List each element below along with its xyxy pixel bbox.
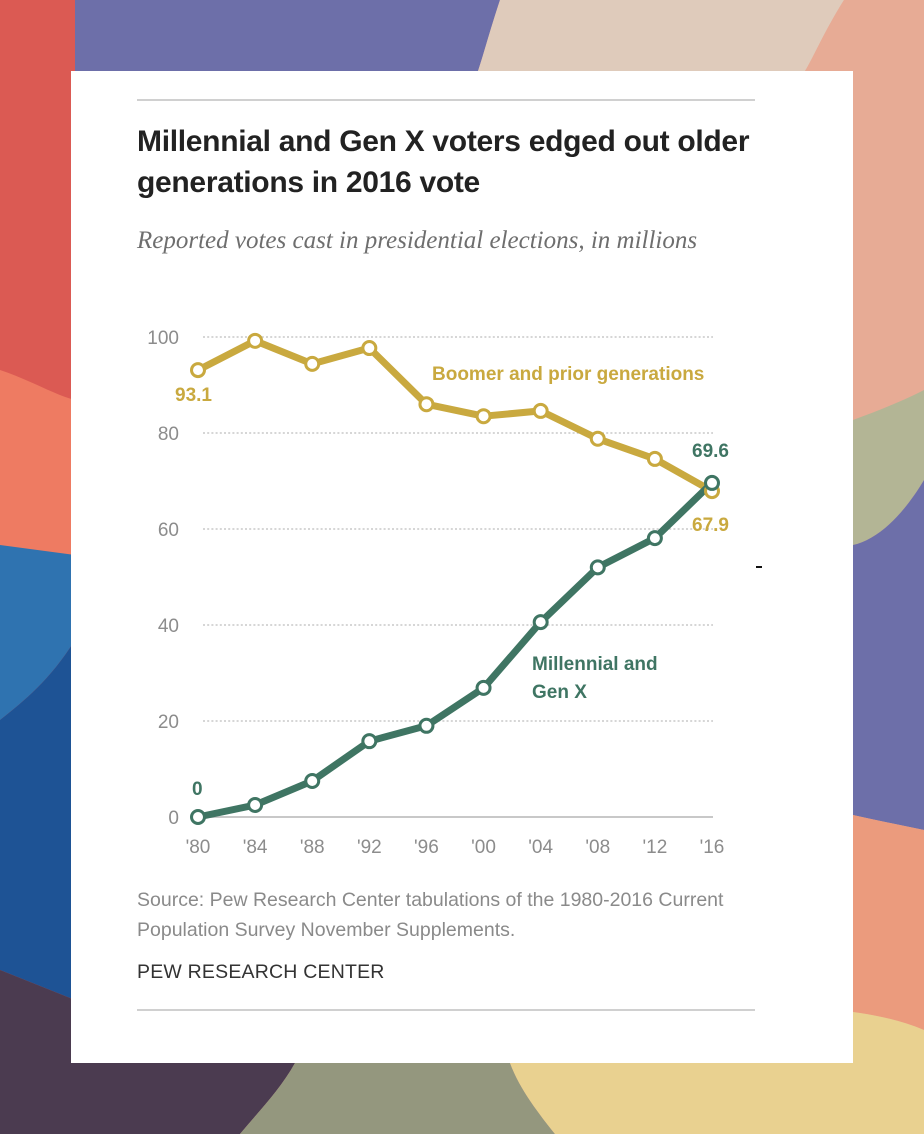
y-tick-label: 60 <box>158 520 179 541</box>
brand-label: PEW RESEARCH CENTER <box>137 961 385 983</box>
chart-card: Millennial and Gen X voters edged out ol… <box>71 71 853 1063</box>
boomer-point <box>247 332 264 349</box>
bottom-rule <box>137 1009 755 1011</box>
millennial-point <box>304 773 321 789</box>
boomer-point <box>190 362 206 379</box>
millennial-point <box>532 614 549 631</box>
y-tick-label: 0 <box>168 808 179 829</box>
x-tick-label: '16 <box>700 837 725 858</box>
y-tick-label: 40 <box>158 616 179 637</box>
y-axis-ticks: 0 20 40 60 80 100 <box>147 328 179 829</box>
y-tick-label: 20 <box>158 712 179 733</box>
boomer-point <box>589 430 606 447</box>
boomer-point <box>532 402 549 419</box>
series-points <box>190 332 720 825</box>
boomer-point <box>361 340 378 357</box>
chart-subtitle: Reported votes cast in presidential elec… <box>137 227 698 254</box>
millennial-point <box>589 559 606 576</box>
chart-title: Millennial and Gen X voters edged out ol… <box>137 125 750 199</box>
x-tick-label: '92 <box>357 837 382 858</box>
x-tick-label: '88 <box>300 837 325 858</box>
boomer-point <box>304 355 321 372</box>
x-tick-label: '08 <box>585 837 610 858</box>
millennial-point <box>247 797 264 813</box>
y-tick-label: 80 <box>158 424 179 445</box>
millennial-point <box>475 679 492 696</box>
millennial-series-label-line1: Millennial and <box>532 654 658 675</box>
boomer-start-value-label: 93.1 <box>175 385 212 406</box>
x-tick-label: '04 <box>528 837 553 858</box>
boomer-line <box>194 337 716 495</box>
series-lines <box>194 337 716 821</box>
y-tick-label: 100 <box>147 328 179 349</box>
top-rule <box>137 99 755 101</box>
boomer-series-label: Boomer and prior generations <box>432 364 704 385</box>
boomer-point <box>418 396 435 413</box>
millennial-point <box>704 474 720 491</box>
x-tick-label: '84 <box>243 837 268 858</box>
millennial-point <box>190 809 206 825</box>
millennial-point <box>646 530 663 547</box>
stray-mark <box>756 566 762 568</box>
x-tick-label: '00 <box>471 837 496 858</box>
boomer-point <box>475 408 492 425</box>
boomer-point <box>646 450 663 467</box>
x-tick-label: '96 <box>414 837 439 858</box>
millennial-line <box>194 479 716 821</box>
millennial-point <box>361 733 378 750</box>
line-chart: 0 20 40 60 80 100 '80 '84 '88 '92 '96 '00 '04 '08 '12… <box>147 328 729 858</box>
millennial-point <box>418 717 435 734</box>
x-tick-label: '12 <box>643 837 668 858</box>
x-axis-ticks: '80 '84 '88 '92 '96 '00 '04 '08 '12 '16 <box>186 837 725 858</box>
source-note: Source: Pew Research Center tabulations … <box>137 889 724 941</box>
series-labels: Boomer and prior generations Millennial … <box>175 364 729 800</box>
millennial-end-value-label: 69.6 <box>692 441 729 462</box>
x-tick-label: '80 <box>186 837 211 858</box>
millennial-series-label-line2: Gen X <box>532 682 587 703</box>
millennial-start-value-label: 0 <box>192 779 203 800</box>
boomer-end-value-label: 67.9 <box>692 515 729 536</box>
gridlines <box>199 336 713 818</box>
